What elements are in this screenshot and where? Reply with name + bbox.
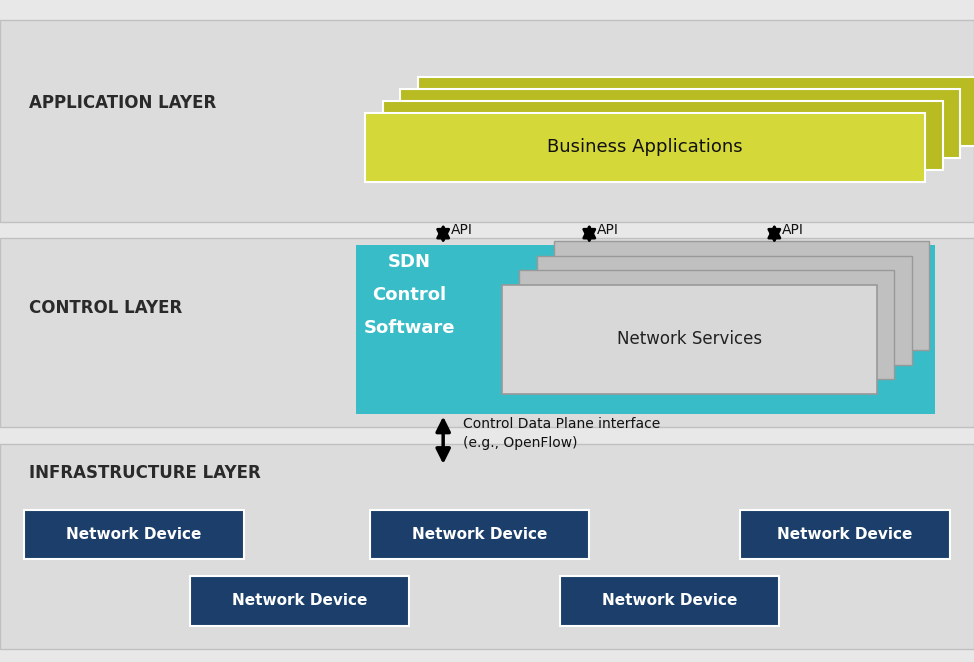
Text: APPLICATION LAYER: APPLICATION LAYER xyxy=(29,93,216,112)
Bar xyxy=(502,285,877,394)
Text: API: API xyxy=(782,223,804,238)
Text: Network Device: Network Device xyxy=(66,527,202,542)
Text: Network Device: Network Device xyxy=(232,593,367,608)
Bar xyxy=(554,241,929,350)
Bar xyxy=(190,576,409,626)
Bar xyxy=(356,245,935,414)
Text: Network Services: Network Services xyxy=(617,330,762,348)
Text: API: API xyxy=(451,223,472,238)
Text: API: API xyxy=(597,223,618,238)
Text: Network Device: Network Device xyxy=(602,593,737,608)
Text: SDN: SDN xyxy=(388,254,431,271)
Bar xyxy=(0,20,974,222)
Bar xyxy=(740,510,950,559)
Text: Control Data Plane interface
(e.g., OpenFlow): Control Data Plane interface (e.g., Open… xyxy=(463,417,660,450)
Bar xyxy=(0,238,974,427)
Text: Business Applications: Business Applications xyxy=(547,138,743,156)
Text: CONTROL LAYER: CONTROL LAYER xyxy=(29,299,182,317)
Bar xyxy=(418,77,974,146)
Bar xyxy=(560,576,779,626)
Bar xyxy=(537,256,912,365)
Bar xyxy=(400,89,960,158)
Bar xyxy=(0,444,974,649)
Bar xyxy=(365,113,925,182)
Text: Software: Software xyxy=(363,318,455,336)
Bar xyxy=(24,510,244,559)
Text: Control: Control xyxy=(372,286,446,304)
Text: INFRASTRUCTURE LAYER: INFRASTRUCTURE LAYER xyxy=(29,464,261,483)
Text: Network Device: Network Device xyxy=(777,527,913,542)
Bar xyxy=(370,510,589,559)
Text: Network Device: Network Device xyxy=(412,527,547,542)
Bar xyxy=(519,270,894,379)
Bar xyxy=(383,101,943,170)
